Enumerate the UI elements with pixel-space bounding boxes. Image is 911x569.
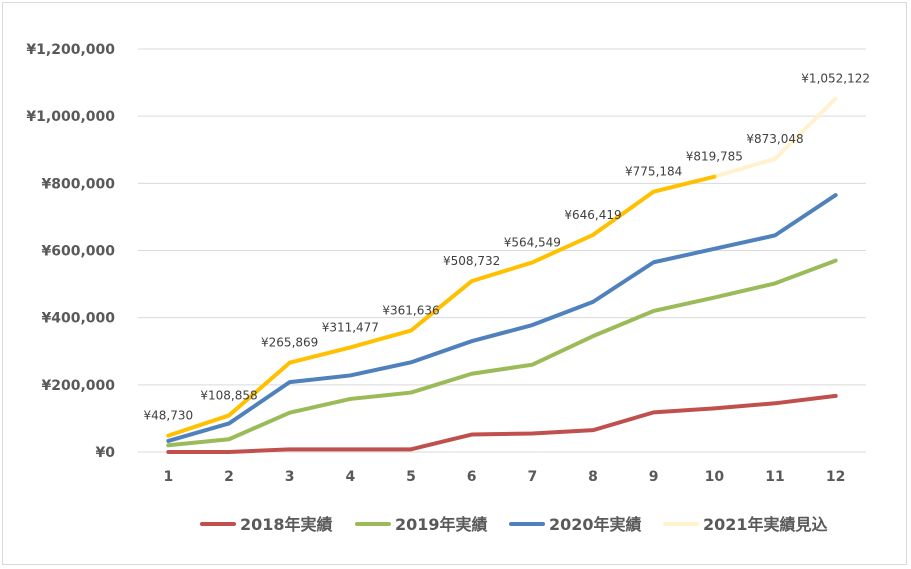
series-lines xyxy=(166,96,838,454)
data-labels: ¥48,730 ¥108,858 ¥265,869 ¥311,477¥361,636 ¥… xyxy=(144,72,871,423)
x-tick-label: 2 xyxy=(224,469,234,485)
data-label: ¥775,184 xyxy=(625,165,682,179)
x-tick-label: 11 xyxy=(765,469,784,485)
x-tick-label: 9 xyxy=(649,469,659,485)
x-tick-label: 4 xyxy=(345,469,355,485)
y-tick-label: ¥800,000 xyxy=(41,176,115,192)
x-tick-label: 3 xyxy=(285,469,295,485)
y-tick-label: ¥200,000 xyxy=(41,378,115,394)
data-label: ¥311,477 xyxy=(322,320,379,334)
data-label: ¥48,730 xyxy=(144,409,194,423)
y-axis-ticks: ¥0 ¥200,000 ¥400,000 ¥600,000 ¥800,000 ¥1,000… xyxy=(26,42,115,461)
x-tick-label: 12 xyxy=(826,469,845,485)
data-label: ¥1,052,122 xyxy=(801,72,870,86)
legend: 2018年実績 2019年実績 2020年実績 2021年実績見込 xyxy=(200,515,828,534)
data-label: ¥819,785 xyxy=(686,150,743,164)
legend-label: 2020年実績 xyxy=(549,515,642,534)
x-tick-label: 1 xyxy=(163,469,173,485)
legend-label: 2021年実績見込 xyxy=(703,515,828,534)
data-label: ¥361,636 xyxy=(382,304,439,318)
series-line-forecast xyxy=(712,96,838,179)
y-tick-label: ¥0 xyxy=(96,445,116,461)
y-tick-label: ¥1,200,000 xyxy=(26,42,115,58)
data-label: ¥508,732 xyxy=(443,254,500,268)
series-line xyxy=(166,174,717,438)
x-tick-label: 8 xyxy=(588,469,598,485)
data-label: ¥873,048 xyxy=(746,132,803,146)
x-tick-label: 10 xyxy=(705,469,725,485)
data-label: ¥564,549 xyxy=(504,235,561,249)
legend-label: 2018年実績 xyxy=(240,515,333,534)
series-line xyxy=(166,393,838,454)
series-line xyxy=(166,258,838,448)
x-axis-ticks: 1 2 3 4 5 6 7 8 9 10 11 12 xyxy=(163,469,845,485)
series-line xyxy=(166,193,838,443)
x-tick-label: 5 xyxy=(406,469,416,485)
data-label: ¥646,419 xyxy=(564,208,621,222)
x-tick-label: 7 xyxy=(527,469,537,485)
x-tick-label: 6 xyxy=(467,469,477,485)
legend-label: 2019年実績 xyxy=(395,515,488,534)
data-label: ¥108,858 xyxy=(200,388,257,402)
data-label: ¥265,869 xyxy=(261,336,318,350)
y-tick-label: ¥1,000,000 xyxy=(26,109,115,125)
y-tick-label: ¥400,000 xyxy=(41,311,115,327)
y-tick-label: ¥600,000 xyxy=(41,244,115,260)
